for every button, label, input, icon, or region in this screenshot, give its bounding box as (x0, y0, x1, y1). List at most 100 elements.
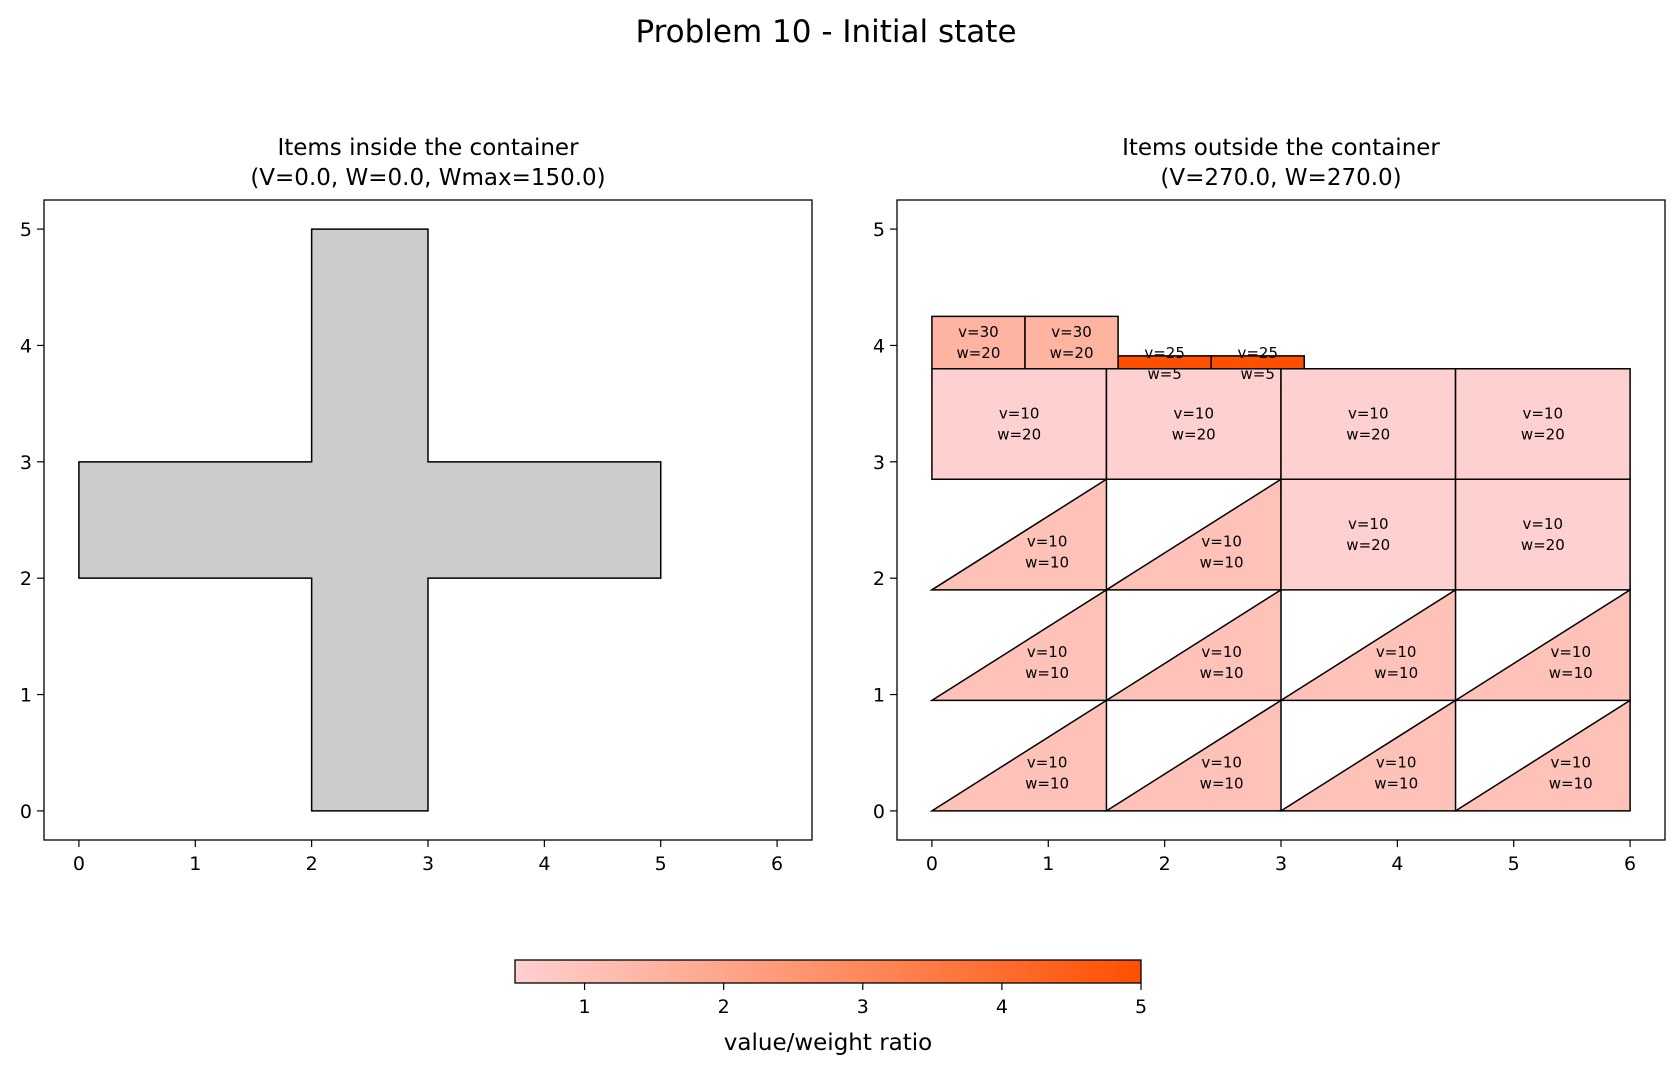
axes-inside-xtick-label-6: 6 (771, 853, 783, 875)
colorbar-tick-label-4: 5 (1135, 996, 1147, 1018)
item-label-7-weight: w=10 (1549, 664, 1593, 682)
axes-inside-ytick-label-4: 4 (20, 335, 32, 357)
item-shape-19 (1024, 315, 1119, 370)
axes-outside-ytick-label-2: 2 (873, 568, 885, 590)
axes-inside-plot-area (78, 228, 662, 812)
item-shape-10 (1280, 478, 1457, 591)
item-label-8-weight: w=10 (1025, 553, 1069, 571)
axes-inside-ytick-label-0: 0 (20, 801, 32, 823)
item-shape-15 (1454, 367, 1631, 481)
item-label-18-weight: w=20 (956, 344, 1000, 362)
axes-outside-xtick-label-2: 2 (1159, 853, 1171, 875)
colorbar-tick-label-1: 2 (718, 996, 730, 1018)
item-shape-17 (1210, 355, 1306, 370)
item-shape-2 (1278, 698, 1457, 812)
axes-inside-ytick-label-1: 1 (20, 685, 32, 707)
item-shape-0 (929, 698, 1108, 812)
item-shape-3 (1452, 698, 1631, 812)
axes-outside-xtick-label-0: 0 (926, 853, 938, 875)
item-label-15-value: v=10 (1523, 404, 1564, 422)
item-label-3-weight: w=10 (1549, 775, 1593, 793)
item-label-4-weight: w=10 (1025, 664, 1069, 682)
item-shape-7 (1452, 588, 1631, 702)
colorbar-label: value/weight ratio (724, 1030, 932, 1056)
axes-outside-ytick-label-4: 4 (873, 335, 885, 357)
axes-outside-frame (896, 199, 1666, 841)
item-label-1-weight: w=10 (1200, 775, 1244, 793)
axes-outside-ytick-label-3: 3 (873, 452, 885, 474)
axes-inside-ytick-label-2: 2 (20, 568, 32, 590)
axes-outside-container: Items outside the container (V=270.0, W=… (873, 135, 1666, 875)
colorbar-tick-label-2: 3 (857, 996, 869, 1018)
item-label-17-weight: w=5 (1241, 365, 1275, 383)
item-label-9-value: v=10 (1201, 532, 1242, 550)
item-label-0-weight: w=10 (1025, 775, 1069, 793)
axes-inside-xtick-label-0: 0 (73, 853, 85, 875)
item-label-6-weight: w=10 (1374, 664, 1418, 682)
colorbar-tick-label-0: 1 (579, 996, 591, 1018)
container-shape (78, 228, 662, 812)
axes-outside-title-line1: Items outside the container (1122, 135, 1440, 161)
item-shape-4 (929, 588, 1108, 702)
axes-inside-xtick-label-5: 5 (655, 853, 667, 875)
item-label-0-value: v=10 (1027, 754, 1068, 772)
colorbar-ticks: 1 2 3 4 5 (579, 983, 1147, 1018)
axes-inside-container: Items inside the container (V=0.0, W=0.0… (20, 135, 813, 875)
item-shape-9 (1103, 477, 1282, 591)
axes-outside-plot-area: v=10 w=10 v=10 w=10 v=10 w=10 v=10 w=10 v=10 w=10… (929, 315, 1631, 812)
axes-outside-xtick-label-1: 1 (1042, 853, 1054, 875)
axes-outside-ytick-label-0: 0 (873, 801, 885, 823)
axes-inside-title-line2: (V=0.0, W=0.0, Wmax=150.0) (250, 165, 605, 191)
item-label-9-weight: w=10 (1200, 553, 1244, 571)
item-label-12-value: v=10 (999, 404, 1040, 422)
item-shape-8 (929, 477, 1108, 591)
axes-inside-xtick-label-2: 2 (306, 853, 318, 875)
item-shape-1 (1103, 698, 1282, 812)
item-label-4-value: v=10 (1027, 643, 1068, 661)
colorbar-gradient (514, 959, 1142, 984)
figure-title: Problem 10 - Initial state (635, 14, 1016, 50)
axes-inside-xtick-label-3: 3 (422, 853, 434, 875)
item-label-17-value: v=25 (1237, 344, 1278, 362)
item-label-19-value: v=30 (1051, 323, 1092, 341)
item-label-10-value: v=10 (1348, 515, 1389, 533)
axes-outside-xtick-label-3: 3 (1275, 853, 1287, 875)
item-label-5-weight: w=10 (1200, 664, 1244, 682)
axes-outside-xtick-label-4: 4 (1391, 853, 1403, 875)
item-shape-13 (1105, 367, 1282, 481)
axes-inside-ticks: 0 1 2 3 4 5 6 0 1 2 3 4 5 (20, 219, 783, 875)
axes-outside-ticks: 0 1 2 3 4 5 6 0 1 2 3 4 5 (873, 219, 1636, 875)
axes-outside-ytick-label-1: 1 (873, 685, 885, 707)
item-label-10-weight: w=20 (1346, 536, 1390, 554)
item-label-14-value: v=10 (1348, 404, 1389, 422)
item-label-8-value: v=10 (1027, 532, 1068, 550)
item-label-12-weight: w=20 (997, 425, 1041, 443)
item-label-11-value: v=10 (1523, 515, 1564, 533)
item-shape-6 (1278, 588, 1457, 702)
item-label-2-weight: w=10 (1374, 775, 1418, 793)
axes-outside-ytick-label-5: 5 (873, 219, 885, 241)
item-shape-14 (1280, 367, 1457, 481)
item-label-6-value: v=10 (1376, 643, 1417, 661)
item-label-13-value: v=10 (1173, 404, 1214, 422)
item-label-15-weight: w=20 (1521, 425, 1565, 443)
item-label-2-value: v=10 (1376, 754, 1417, 772)
item-label-16-weight: w=5 (1147, 365, 1181, 383)
axes-inside-xtick-label-4: 4 (538, 853, 550, 875)
item-label-18-value: v=30 (958, 323, 999, 341)
axes-inside-ytick-label-3: 3 (20, 452, 32, 474)
item-label-13-weight: w=20 (1172, 425, 1216, 443)
axes-outside-xtick-label-6: 6 (1624, 853, 1636, 875)
item-label-5-value: v=10 (1201, 643, 1242, 661)
axes-inside-frame (43, 199, 813, 841)
item-shape-11 (1454, 478, 1631, 591)
item-label-14-weight: w=20 (1346, 425, 1390, 443)
axes-inside-xtick-label-1: 1 (189, 853, 201, 875)
item-label-7-value: v=10 (1550, 643, 1591, 661)
item-shape-5 (1103, 588, 1282, 702)
axes-outside-title-line2: (V=270.0, W=270.0) (1160, 165, 1401, 191)
colorbar: 1 2 3 4 5 value/weight ratio (514, 959, 1147, 1056)
colorbar-tick-label-3: 4 (996, 996, 1008, 1018)
item-label-16-value: v=25 (1144, 344, 1185, 362)
